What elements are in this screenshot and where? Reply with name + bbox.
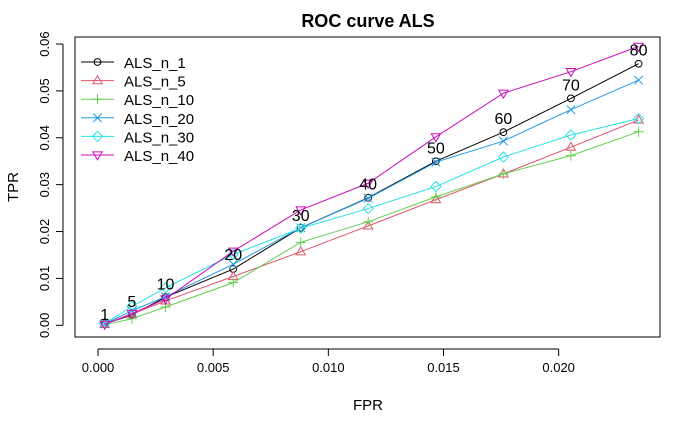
data-point — [497, 89, 509, 100]
data-point — [633, 42, 645, 53]
point-annotation: 70 — [562, 77, 580, 94]
legend-label: ALS_n_30 — [124, 129, 194, 146]
legend-item-als-n-30: ALS_n_30 — [81, 129, 194, 146]
data-point — [565, 150, 576, 161]
y-tick-label: 0.01 — [37, 266, 52, 291]
data-point — [362, 202, 374, 215]
x-tick-label: 0.005 — [197, 360, 230, 375]
legend-label: ALS_n_10 — [124, 92, 194, 109]
series-layer — [98, 42, 645, 331]
data-point — [499, 128, 508, 137]
x-tick-label: 0.010 — [312, 360, 345, 375]
data-point — [295, 237, 306, 248]
data-point — [160, 295, 172, 305]
y-axis-label: TPR — [5, 172, 22, 202]
data-point — [634, 75, 644, 85]
legend-marker — [91, 130, 104, 143]
data-point — [565, 68, 577, 78]
data-point — [294, 222, 307, 234]
series-line — [104, 119, 639, 325]
x-axis-label: FPR — [353, 397, 383, 414]
point-annotation: 20 — [224, 247, 242, 264]
legend-item-als-n-20: ALS_n_20 — [81, 111, 194, 128]
series-line — [104, 79, 639, 325]
data-point — [99, 320, 111, 331]
data-point — [430, 180, 442, 193]
legend-item-als-n-1: ALS_n_1 — [81, 55, 186, 72]
legend-item-als-n-5: ALS_n_5 — [81, 74, 186, 91]
data-point — [632, 112, 645, 125]
data-point — [497, 151, 510, 163]
chart-title: ROC curve ALS — [301, 11, 434, 31]
legend-marker — [92, 94, 103, 105]
data-point — [498, 136, 508, 146]
point-annotation: 1 — [100, 307, 109, 324]
series-line — [104, 118, 639, 324]
data-point — [498, 168, 509, 179]
legend-label: ALS_n_40 — [124, 148, 194, 165]
data-point — [228, 277, 239, 288]
legend-marker — [92, 151, 103, 161]
x-tick-label: 0.020 — [542, 360, 575, 375]
legend-marker — [92, 74, 103, 85]
data-point — [159, 282, 172, 294]
point-annotation: 80 — [630, 43, 648, 60]
series-als-n-40 — [99, 42, 645, 331]
y-axis: 0.00 0.01 0.02 0.03 0.04 0.05 0.06 — [37, 31, 64, 338]
x-tick-label: 0.015 — [427, 360, 460, 375]
y-tick-label: 0.05 — [37, 78, 52, 103]
data-point — [363, 216, 374, 227]
y-tick-label: 0.02 — [37, 219, 52, 244]
data-point — [565, 129, 577, 141]
data-point — [430, 193, 442, 204]
data-point — [566, 105, 576, 115]
series-als-n-30 — [98, 112, 645, 330]
series-line — [104, 45, 639, 325]
data-point — [565, 141, 577, 151]
data-point — [227, 248, 239, 261]
data-point — [430, 133, 442, 143]
data-point — [295, 245, 307, 256]
data-point — [364, 193, 373, 202]
data-point — [227, 247, 239, 258]
annotation-layer: 1 5 10 20 30 40 50 60 70 80 — [100, 43, 647, 324]
data-point — [431, 157, 441, 167]
data-point — [296, 223, 305, 232]
data-point — [228, 259, 238, 269]
data-point — [126, 309, 138, 320]
data-point — [634, 59, 643, 68]
legend-label: ALS_n_5 — [124, 74, 186, 91]
legend-item-als-n-10: ALS_n_10 — [81, 92, 194, 109]
data-point — [430, 191, 441, 202]
point-annotation: 5 — [127, 294, 136, 311]
x-axis: 0.000 0.005 0.010 0.015 0.020 — [82, 348, 575, 375]
legend-marker — [92, 113, 103, 123]
point-annotation: 60 — [494, 111, 512, 128]
data-point — [363, 193, 373, 203]
y-tick-label: 0.00 — [37, 313, 52, 338]
point-annotation: 50 — [427, 141, 445, 158]
legend-label: ALS_n_1 — [124, 55, 186, 72]
data-point — [362, 179, 374, 190]
point-annotation: 30 — [292, 208, 310, 225]
series-line — [104, 131, 639, 326]
x-tick-label: 0.000 — [82, 360, 115, 375]
legend-marker — [93, 58, 102, 66]
data-point — [295, 206, 307, 216]
y-tick-label: 0.06 — [37, 31, 52, 56]
point-annotation: 10 — [157, 277, 175, 294]
data-point — [566, 94, 575, 103]
y-tick-label: 0.03 — [37, 172, 52, 197]
plot-frame — [74, 36, 661, 338]
y-tick-label: 0.04 — [37, 125, 52, 150]
data-point — [633, 126, 644, 137]
legend-item-als-n-40: ALS_n_40 — [81, 148, 194, 165]
point-annotation: 40 — [359, 177, 377, 194]
data-point — [126, 300, 138, 313]
legend-label: ALS_n_20 — [124, 111, 194, 128]
data-point — [362, 220, 374, 230]
